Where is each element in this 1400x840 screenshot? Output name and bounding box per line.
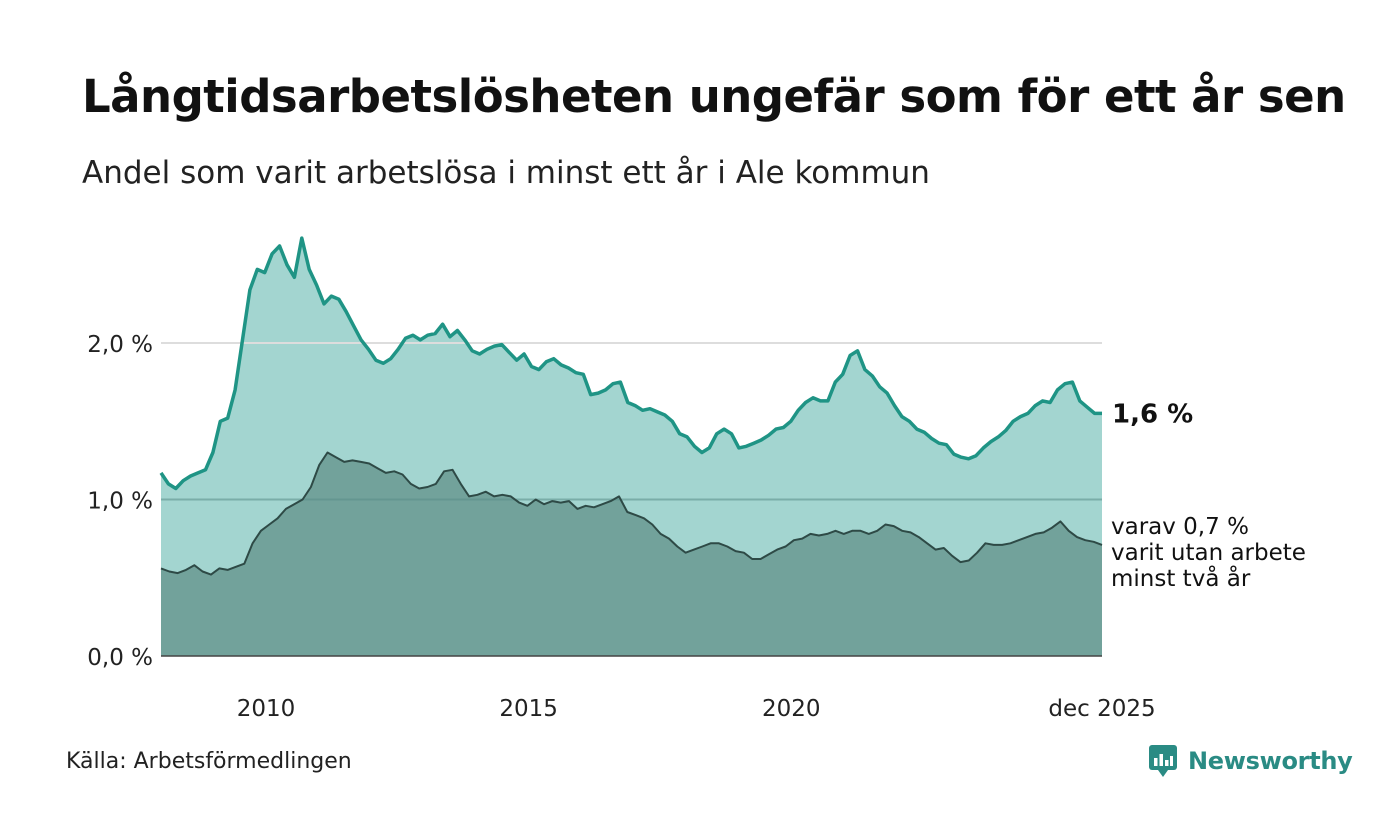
series-line-minst-ett-ar — [159, 236, 1102, 491]
series-end-label-minst-tva-ar: varav 0,7 % — [1111, 514, 1249, 540]
brand-logo: Newsworthy — [1148, 744, 1353, 778]
brand-name: Newsworthy — [1188, 747, 1353, 775]
x-tick-label: 2015 — [499, 696, 558, 722]
newsworthy-logo-icon — [1149, 745, 1177, 777]
y-tick-label: 2,0 % — [87, 332, 153, 358]
series-end-label-minst-tva-ar: varit utan arbete — [1111, 540, 1306, 566]
series-end-label-minst-tva-ar: minst två år — [1111, 564, 1251, 592]
source-note: Källa: Arbetsförmedlingen — [66, 749, 352, 774]
series-end-label-minst-ett-ar: 1,6 % — [1112, 399, 1193, 429]
y-tick-label: 0,0 % — [87, 645, 153, 671]
series-line-minst-tva-ar — [160, 451, 1103, 576]
x-tick-label: dec 2025 — [1048, 696, 1155, 722]
x-tick-label: 2010 — [237, 696, 296, 722]
chart-subtitle: Andel som varit arbetslösa i minst ett å… — [82, 155, 930, 191]
series-area-minst-tva-ar — [161, 452, 1102, 656]
y-tick-label: 1,0 % — [87, 489, 153, 515]
chart-title: Långtidsarbetslösheten ungefär som för e… — [82, 70, 1346, 123]
x-tick-label: 2020 — [762, 696, 821, 722]
